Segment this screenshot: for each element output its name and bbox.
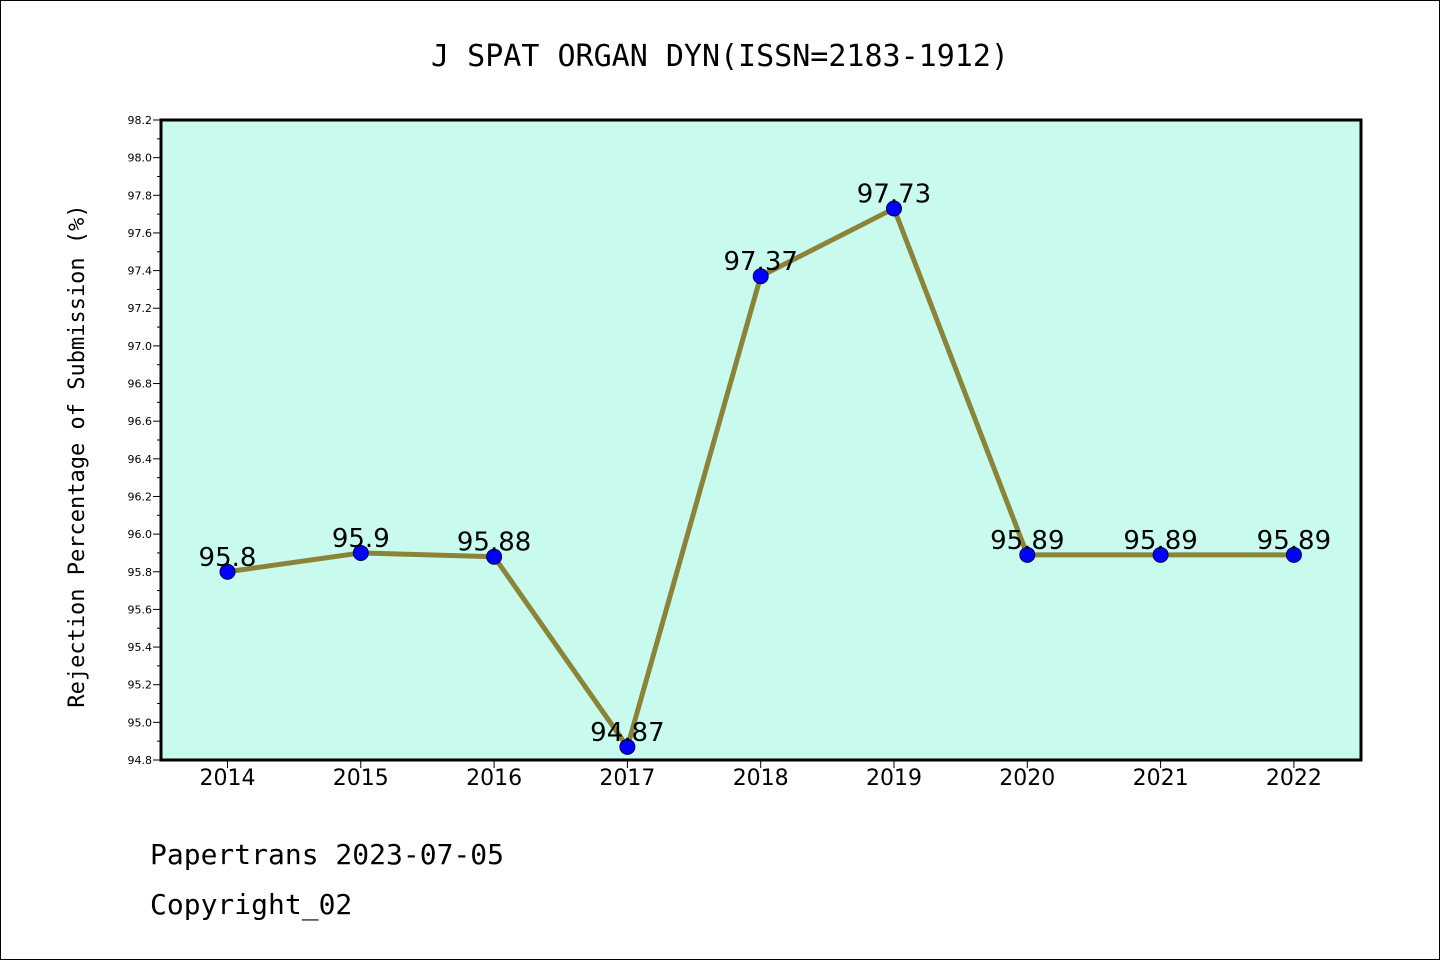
y-tick-label: 96.6 [128,415,153,428]
y-tick-label: 96.8 [128,378,153,391]
y-axis: 94.8 95.0 95.2 95.4 95.6 95.8 96.0 96.2 96.4 96.6… [128,114,161,767]
y-tick-label: 95.8 [128,566,153,579]
y-tick-label: 96.4 [128,453,153,466]
data-label: 97.73 [857,179,931,209]
x-tick-label: 2017 [599,766,655,791]
data-point [886,200,902,217]
data-points [219,200,1302,755]
data-label: 94.87 [590,718,664,748]
data-point [352,544,369,561]
x-tick-label: 2020 [999,766,1055,791]
x-tick-label: 2016 [466,766,522,791]
x-tick-label: 2022 [1266,766,1322,791]
y-tick-label: 98.0 [128,152,153,165]
chart-title: J SPAT ORGAN DYN(ISSN=2183-1912) [431,39,1009,74]
data-labels: 95.8 95.9 95.88 94.87 97.37 97.73 95.89 95.89 95… [199,179,1332,747]
data-point [619,738,636,755]
y-tick-label: 96.0 [128,528,153,541]
data-point [752,268,769,285]
y-tick-label: 95.2 [128,679,153,692]
x-axis: 2014 2015 2016 2017 2018 2019 2020 2021 2022 [200,760,1322,791]
data-point [219,563,236,580]
y-tick-label: 94.8 [128,754,153,767]
x-tick-label: 2018 [733,766,789,791]
x-tick-label: 2015 [333,766,389,791]
footer-line-1: Papertrans 2023-07-05 [150,838,504,871]
y-tick-label: 97.2 [128,302,153,315]
data-label: 97.37 [723,247,797,277]
y-tick-label: 97.6 [128,227,153,240]
data-label: 95.89 [1257,526,1331,556]
data-label: 95.9 [332,524,390,554]
y-axis-label: Rejection Percentage of Submission (%) [65,204,90,707]
data-point [1019,546,1036,563]
y-tick-label: 97.0 [128,340,153,353]
data-label: 95.89 [990,526,1064,556]
data-point [486,548,503,565]
y-tick-label: 96.2 [128,490,153,503]
data-label: 95.88 [457,528,531,558]
data-label: 95.8 [199,543,257,573]
footer-line-2: Copyright_02 [150,888,352,922]
y-tick-label: 95.0 [128,716,153,729]
x-tick-label: 2021 [1133,766,1189,791]
x-tick-label: 2014 [200,766,256,791]
x-tick-label: 2019 [866,766,922,791]
y-tick-label: 95.6 [128,603,153,616]
data-point [1152,546,1169,563]
plot-area [159,118,1363,762]
data-point [1285,546,1302,563]
data-label: 95.89 [1123,526,1197,556]
y-tick-label: 95.4 [128,641,153,654]
y-tick-label: 98.2 [128,114,153,127]
y-tick-label: 97.8 [128,189,153,202]
y-tick-label: 97.4 [128,265,153,278]
